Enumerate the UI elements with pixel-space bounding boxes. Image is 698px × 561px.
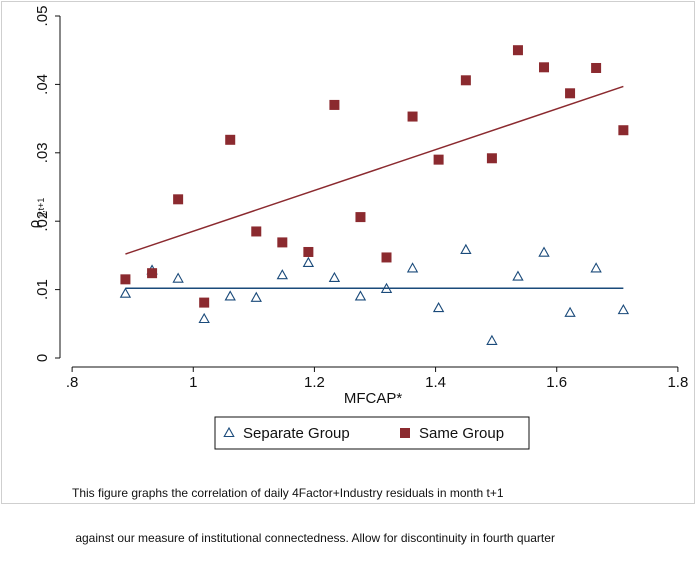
separate-group-point xyxy=(617,303,630,315)
same-group-point xyxy=(407,111,418,122)
figure-frame xyxy=(1,1,695,504)
same-group-point xyxy=(618,125,629,136)
y-axis-title-subscript: ij,t+1 xyxy=(36,198,46,217)
y-tick-label: .01 xyxy=(34,279,51,300)
same-group-point xyxy=(565,88,576,99)
legend-same-group-label: Same Group xyxy=(419,425,504,442)
same-group-point xyxy=(120,274,131,285)
legend-box xyxy=(214,416,530,450)
separate-group-point xyxy=(302,256,315,267)
y-tick-label: .05 xyxy=(34,6,51,27)
x-tick-label: 1.8 xyxy=(667,374,688,391)
separate-group-point xyxy=(432,301,445,313)
separate-group-point xyxy=(406,262,419,273)
same-group-point xyxy=(539,62,550,73)
caption-line-1: This figure graphs the correlation of da… xyxy=(72,486,504,500)
scatter-chart: 0.01.02.03.04.05 .8 1 1.2 1.4 1.6 1.8 MFCAP* … xyxy=(26,6,688,450)
separate-group-point xyxy=(354,290,367,301)
same-group-point xyxy=(329,99,340,110)
y-axis-title: ρ ij,t+1 xyxy=(26,198,46,229)
separate-group-point xyxy=(119,287,132,298)
y-axis-title-symbol: ρ xyxy=(26,220,43,229)
same-group-point xyxy=(460,75,471,86)
x-tick-label: 1 xyxy=(189,374,197,391)
separate-group-point xyxy=(564,306,576,317)
same-group-point xyxy=(277,237,288,248)
separate-group-point xyxy=(590,262,602,273)
separate-group-point xyxy=(328,271,341,283)
y-tick-label: 0 xyxy=(34,354,51,362)
separate-group-point xyxy=(224,290,236,301)
legend-separate-group-label: Separate Group xyxy=(243,425,350,442)
markers xyxy=(119,45,630,345)
same-group-point xyxy=(381,252,392,263)
same-group-point xyxy=(591,62,602,73)
same-group-point xyxy=(173,194,184,205)
same-group-point xyxy=(512,45,523,56)
y-tick-label: .02 xyxy=(34,211,51,232)
same-group-point xyxy=(303,246,314,257)
separate-group-point xyxy=(198,312,210,324)
separate-group-point xyxy=(486,334,498,345)
separate-group-point xyxy=(460,243,472,254)
y-tick-label: .04 xyxy=(34,74,51,95)
separate-group-point xyxy=(380,282,393,293)
x-axis-title: MFCAP* xyxy=(344,390,403,407)
plot-area: 0 .01 .02 .03 .04 .05 .8 1 1.2 1.4 1.6 1.8 xyxy=(34,6,688,391)
fit-line-same-group xyxy=(125,85,624,255)
x-tick-label: 1.2 xyxy=(304,374,325,391)
x-tick-label: 1.4 xyxy=(425,374,446,391)
figure-caption: This figure graphs the correlation of da… xyxy=(72,456,555,561)
separate-group-point xyxy=(276,269,289,280)
x-tick-label: .8 xyxy=(66,374,79,391)
same-group-point xyxy=(251,226,262,237)
separate-group-point xyxy=(512,270,524,281)
x-tick-label: 1.6 xyxy=(546,374,567,391)
legend-same-group-marker xyxy=(400,428,410,438)
fit-lines xyxy=(125,85,624,289)
same-group-point xyxy=(225,134,236,145)
y-ticks: 0 .01 .02 .03 .04 .05 xyxy=(34,6,60,362)
separate-group-point xyxy=(250,291,262,302)
x-ticks: .8 1 1.2 1.4 1.6 1.8 xyxy=(66,367,688,391)
svg-text:ρij,t+1: ρ ij,t+1 xyxy=(26,198,46,229)
y-tick-label: .03 xyxy=(34,142,51,163)
legend-separate-group-marker xyxy=(223,426,235,438)
same-group-point xyxy=(355,212,366,223)
same-group-point xyxy=(199,297,210,308)
legend: Separate Group Same Group xyxy=(214,416,530,450)
separate-group-point xyxy=(538,246,550,257)
separate-group-point xyxy=(172,272,184,283)
same-group-point xyxy=(433,154,444,165)
same-group-point xyxy=(486,153,497,164)
same-group-point xyxy=(147,268,158,279)
caption-line-2: against our measure of institutional con… xyxy=(72,531,555,545)
